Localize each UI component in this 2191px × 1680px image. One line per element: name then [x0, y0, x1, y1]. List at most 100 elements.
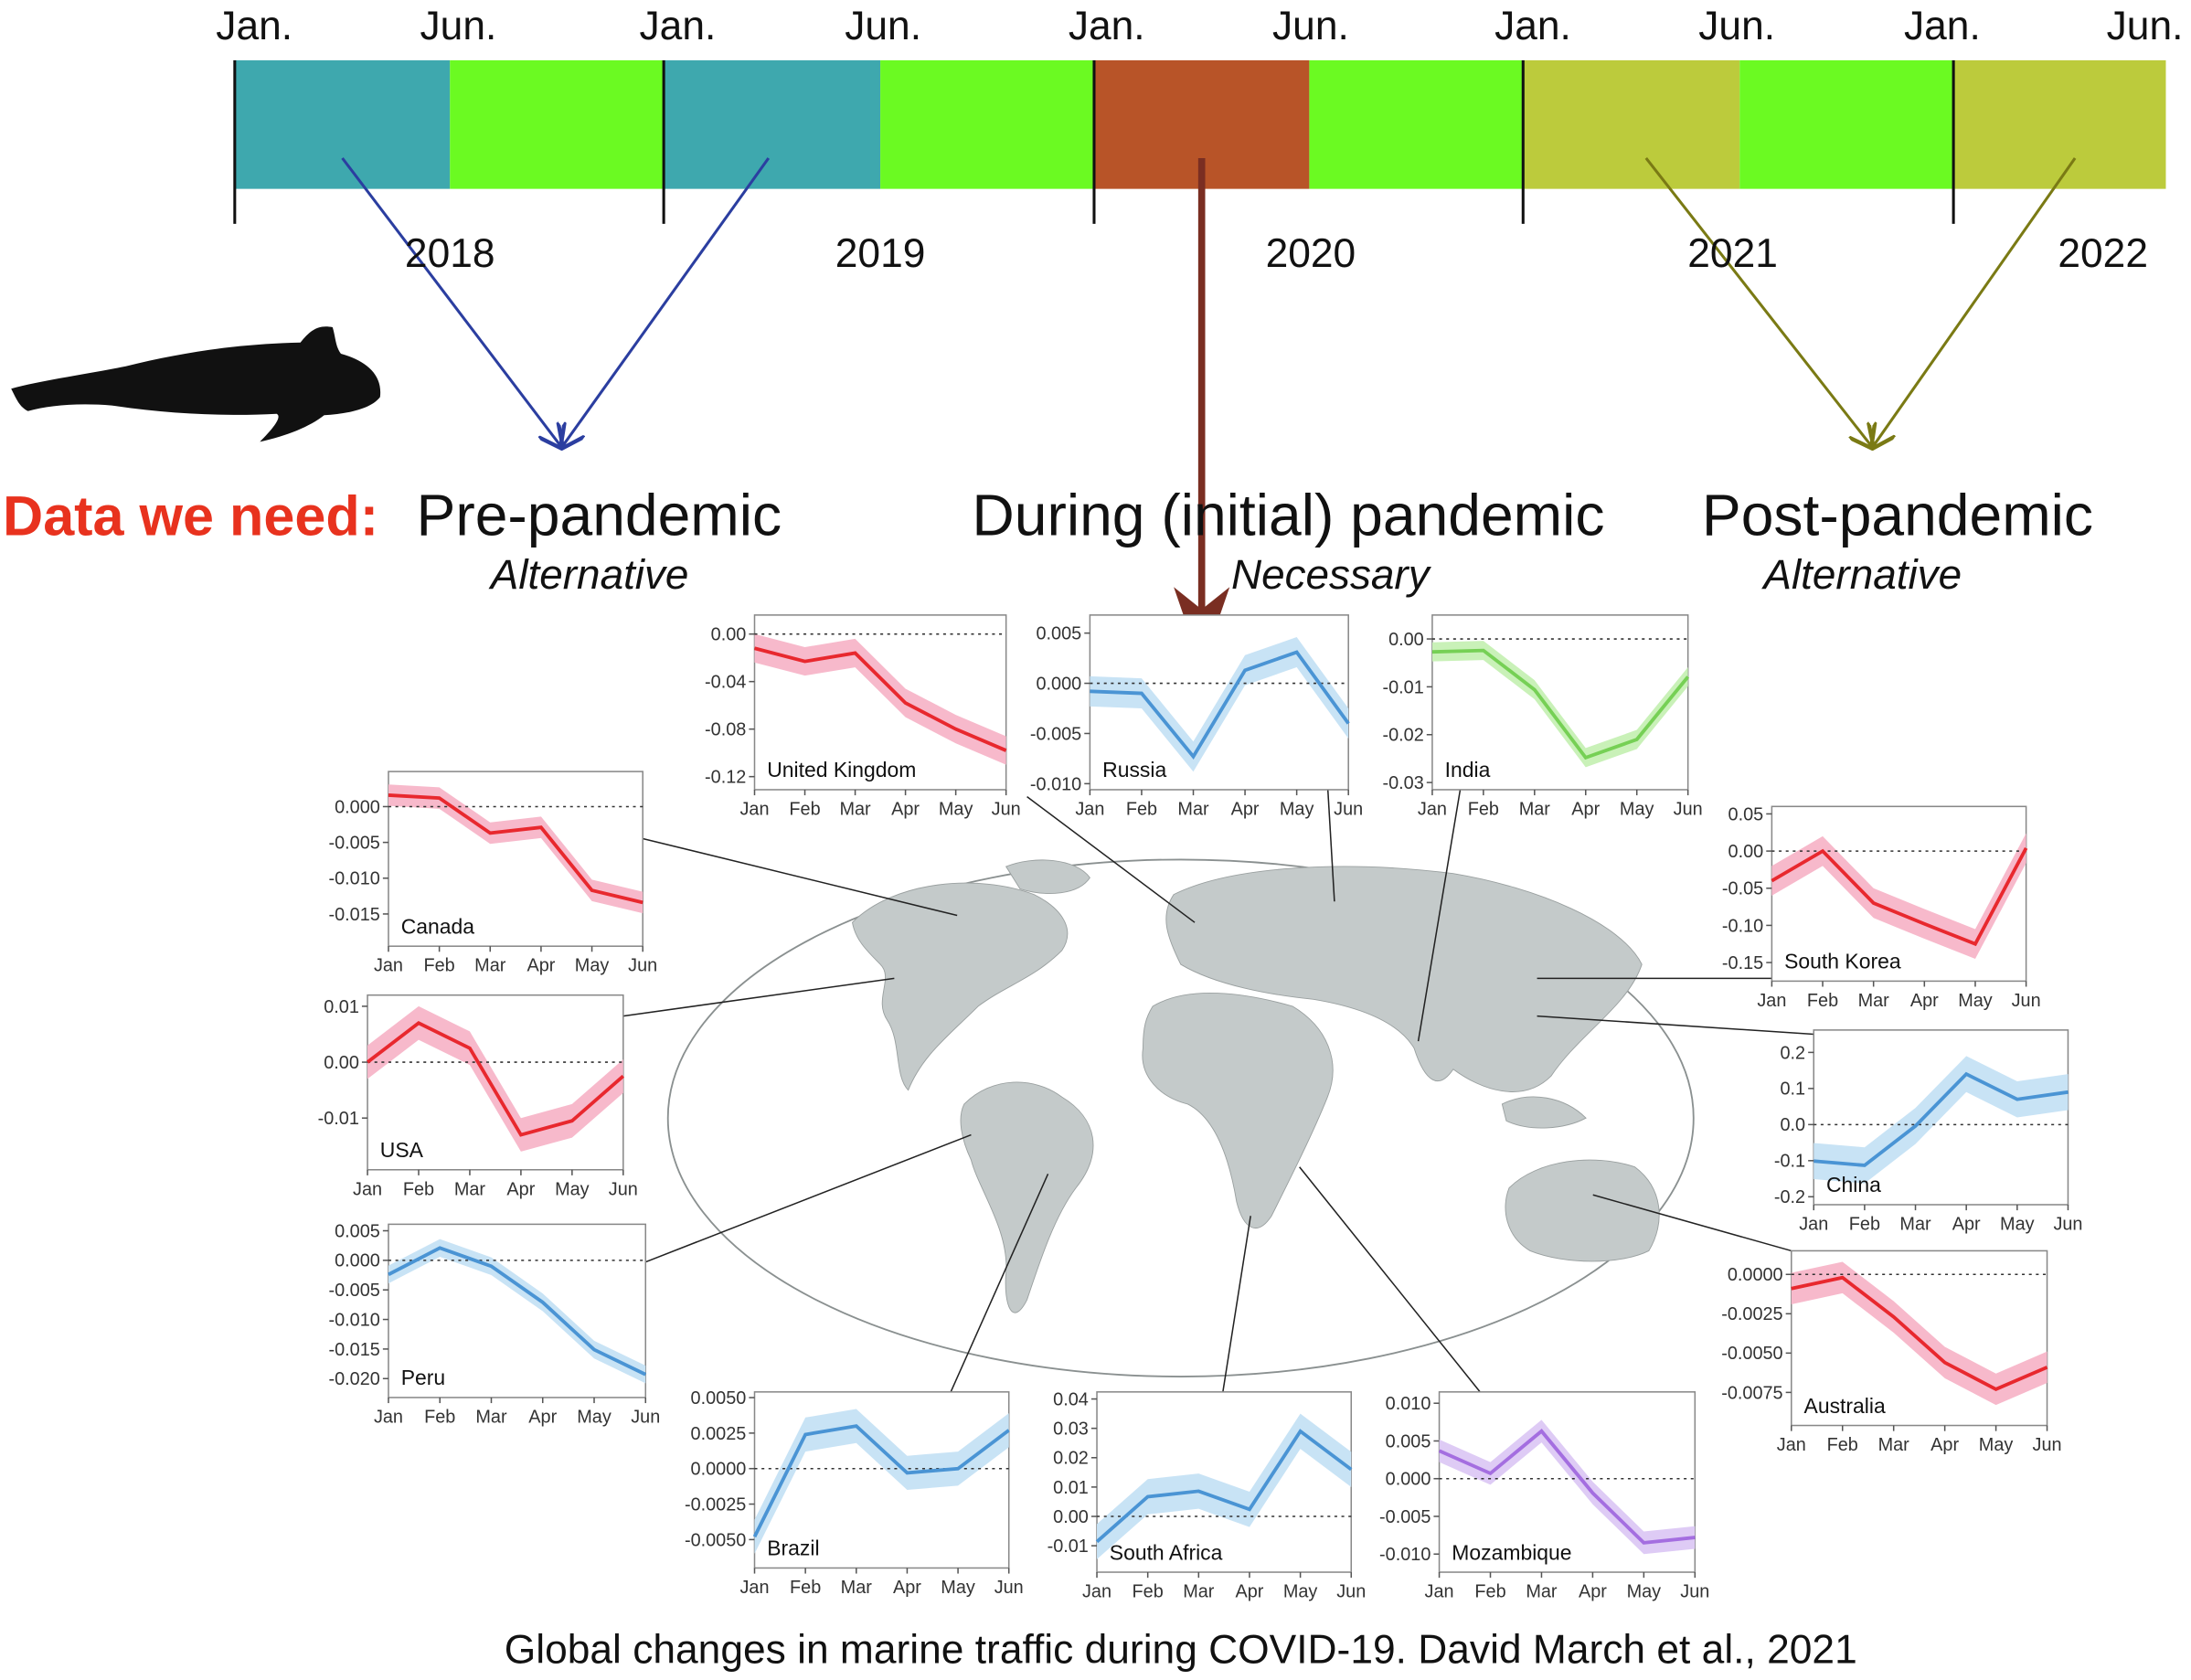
chart-title: South Africa — [1110, 1540, 1223, 1564]
y-tick-label: -0.01 — [1048, 1536, 1089, 1557]
mini-chart: 0.01 0.00 -0.01 Jan Feb Mar Apr May Jun USA — [318, 994, 638, 1199]
series-line — [1090, 650, 1350, 760]
mini-chart: 0.010 0.005 0.000 -0.005 -0.010 Jan Feb Mar Apr M… — [1379, 1391, 1709, 1602]
y-tick-label: 0.05 — [1728, 804, 1764, 824]
x-tick-label: Mar — [1878, 1435, 1910, 1455]
y-tick-label: -0.010 — [1379, 1545, 1431, 1565]
series-line — [1813, 1071, 2069, 1167]
y-tick-label: -0.010 — [1030, 774, 1081, 794]
x-tick-label: Apr — [1231, 799, 1260, 819]
x-tick-label: Jan — [1082, 1582, 1111, 1602]
heading: Post-pandemic — [1702, 483, 2093, 548]
period — [450, 59, 665, 189]
mini-chart: 0.04 0.03 0.02 0.01 0.00 -0.01 Jan Feb Mar Apr May… — [1048, 1389, 1367, 1601]
y-tick-label: 0.00 — [1053, 1507, 1089, 1527]
y-tick-label: -0.015 — [328, 905, 379, 925]
year-label: 2019 — [835, 231, 926, 276]
y-tick-label: 0.00 — [1728, 842, 1764, 862]
period — [1739, 59, 1954, 189]
x-tick-label: Feb — [790, 1578, 821, 1598]
confidence-band — [1431, 641, 1688, 768]
x-tick-label: Jun — [1674, 799, 1703, 819]
chart-title: United Kingdom — [767, 758, 916, 782]
mini-chart: 0.00 -0.04 -0.08 -0.12 Jan Feb Mar Apr May Jun Uni… — [705, 614, 1021, 819]
period — [1953, 59, 2166, 189]
y-tick-label: 0.0000 — [691, 1460, 747, 1480]
chart-title: Mozambique — [1452, 1540, 1571, 1564]
x-tick-label: Feb — [1133, 1582, 1164, 1602]
y-tick-label: -0.1 — [1774, 1152, 1805, 1172]
year-label: 2021 — [1687, 231, 1778, 276]
x-tick-label: Mar — [1526, 1582, 1558, 1602]
x-tick-label: Mar — [1519, 799, 1551, 819]
x-tick-label: May — [575, 956, 610, 976]
month-label: Jun. — [845, 4, 921, 48]
confidence-band — [754, 633, 1006, 765]
year-label: 2020 — [1266, 231, 1356, 276]
confidence-band — [388, 1239, 646, 1384]
confidence-band — [388, 784, 643, 914]
mini-chart: 0.0050 0.0025 0.0000 -0.0025 -0.0050 Jan Feb Ma… — [685, 1388, 1024, 1598]
y-tick-label: -0.0025 — [1721, 1304, 1782, 1324]
month-label: Jan. — [1494, 4, 1571, 48]
month-label: Jan. — [1069, 4, 1145, 48]
y-tick-label: -0.005 — [328, 834, 379, 854]
x-tick-label: Jan — [1757, 991, 1786, 1011]
period — [880, 59, 1094, 189]
x-tick-label: Jan — [353, 1179, 382, 1199]
x-tick-label: Jun — [992, 799, 1021, 819]
x-tick-label: Jan — [1425, 1582, 1454, 1602]
series-line — [366, 1021, 625, 1137]
x-tick-label: Jun — [2033, 1435, 2062, 1455]
y-tick-label: -0.020 — [328, 1369, 379, 1389]
x-tick-label: Apr — [1930, 1435, 1959, 1455]
x-tick-label: Feb — [424, 1407, 455, 1427]
period — [1523, 59, 1740, 189]
y-tick-label: 0.0050 — [691, 1388, 747, 1409]
y-tick-label: -0.05 — [1722, 879, 1763, 899]
confidence-band — [1439, 1419, 1696, 1555]
x-tick-label: Feb — [1807, 991, 1838, 1011]
y-tick-label: 0.000 — [1386, 1470, 1431, 1490]
y-tick-label: 0.01 — [324, 997, 359, 1017]
x-tick-label: May — [1979, 1435, 2014, 1455]
mini-chart: 0.05 0.00 -0.05 -0.10 -0.15 Jan Feb Mar Apr May Ju… — [1722, 804, 2041, 1011]
x-tick-label: Jun — [628, 956, 657, 976]
series-line — [1431, 648, 1690, 760]
plot-frame — [753, 614, 1007, 791]
month-label: Jun. — [1698, 4, 1775, 48]
x-tick-label: Mar — [454, 1179, 486, 1199]
x-tick-label: Apr — [506, 1179, 535, 1199]
heading-note: Necessary — [1231, 550, 1432, 598]
y-tick-label: 0.0000 — [1728, 1265, 1783, 1285]
x-tick-label: May — [941, 1578, 975, 1598]
arrows — [341, 157, 2077, 447]
confidence-band — [367, 1005, 623, 1152]
chart-title: Canada — [401, 914, 475, 938]
series-line — [388, 793, 643, 905]
chart-title: South Korea — [1784, 950, 1901, 973]
y-tick-label: 0.005 — [335, 1221, 380, 1241]
chart-title: Brazil — [767, 1536, 819, 1560]
x-tick-label: Jan — [1777, 1435, 1806, 1455]
x-tick-label: May — [1280, 799, 1314, 819]
y-tick-label: -0.12 — [705, 768, 746, 788]
x-tick-label: May — [1620, 799, 1654, 819]
y-tick-label: 0.03 — [1053, 1419, 1089, 1440]
y-tick-label: 0.01 — [1053, 1478, 1089, 1498]
heading: Pre-pandemic — [417, 483, 782, 548]
chart-title: Australia — [1804, 1394, 1886, 1418]
y-tick-label: -0.0025 — [685, 1494, 746, 1515]
y-tick-label: -0.010 — [328, 1310, 379, 1330]
y-tick-label: 0.00 — [324, 1053, 359, 1073]
x-tick-label: May — [555, 1179, 590, 1199]
series-line — [388, 1246, 647, 1377]
month-label: Jun. — [2107, 4, 2184, 48]
x-tick-label: Feb — [789, 799, 820, 819]
confidence-band — [1090, 637, 1349, 772]
x-tick-label: Jun — [2012, 991, 2041, 1011]
need-label: Data we need: — [3, 485, 378, 548]
x-tick-label: Feb — [1468, 799, 1499, 819]
month-label: Jun. — [420, 4, 497, 48]
